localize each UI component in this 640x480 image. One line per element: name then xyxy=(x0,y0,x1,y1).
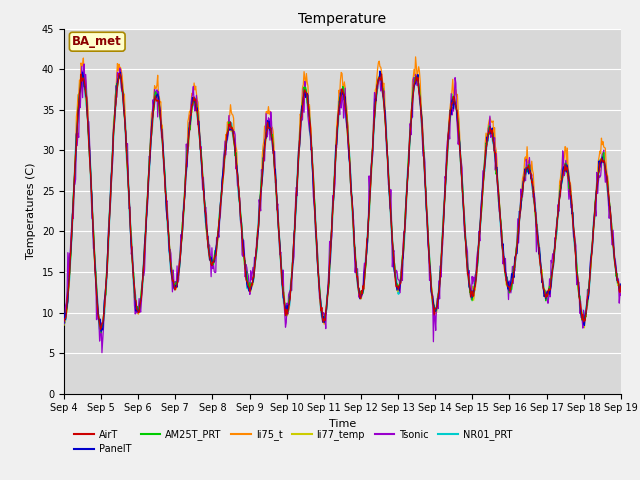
PanelT xyxy=(60,320,68,326)
Text: BA_met: BA_met xyxy=(72,35,122,48)
li77_temp xyxy=(116,72,124,77)
AM25T_PRT xyxy=(376,72,384,77)
Tsonic xyxy=(215,234,223,240)
NR01_PRT xyxy=(617,286,625,291)
li77_temp xyxy=(214,230,222,236)
li77_temp xyxy=(411,80,419,85)
PanelT xyxy=(617,281,625,287)
PanelT xyxy=(185,134,193,140)
NR01_PRT xyxy=(186,122,193,128)
Tsonic xyxy=(60,321,68,326)
AirT xyxy=(186,129,193,135)
li77_temp xyxy=(580,325,588,331)
li75_t xyxy=(60,316,68,322)
li77_temp xyxy=(428,282,435,288)
Line: PanelT: PanelT xyxy=(64,71,621,331)
AirT xyxy=(97,326,104,332)
li77_temp xyxy=(70,186,78,192)
AirT xyxy=(70,182,78,188)
PanelT xyxy=(97,328,105,334)
NR01_PRT xyxy=(70,182,78,188)
Tsonic xyxy=(98,350,106,356)
li75_t xyxy=(185,115,193,120)
li77_temp xyxy=(617,286,625,292)
Tsonic xyxy=(428,291,436,297)
Y-axis label: Temperatures (C): Temperatures (C) xyxy=(26,163,36,260)
li75_t xyxy=(617,285,625,290)
PanelT xyxy=(214,232,222,238)
Line: li77_temp: li77_temp xyxy=(64,74,621,328)
li77_temp xyxy=(60,323,68,328)
li75_t xyxy=(214,235,222,241)
NR01_PRT xyxy=(412,74,419,80)
li75_t xyxy=(411,73,419,79)
AirT xyxy=(215,219,223,225)
NR01_PRT xyxy=(60,318,68,324)
Line: li75_t: li75_t xyxy=(64,57,621,327)
li75_t xyxy=(97,324,105,330)
li75_t xyxy=(128,256,136,262)
Tsonic xyxy=(129,266,137,272)
PanelT xyxy=(128,253,136,259)
li75_t xyxy=(428,295,436,301)
AM25T_PRT xyxy=(60,317,68,323)
Tsonic xyxy=(186,128,193,134)
NR01_PRT xyxy=(116,72,124,78)
PanelT xyxy=(412,81,419,86)
NR01_PRT xyxy=(129,269,137,275)
NR01_PRT xyxy=(97,329,104,335)
AM25T_PRT xyxy=(617,286,625,292)
PanelT xyxy=(376,68,384,74)
AM25T_PRT xyxy=(70,181,78,187)
AirT xyxy=(428,289,436,295)
Tsonic xyxy=(70,181,78,187)
Tsonic xyxy=(80,61,88,67)
AirT xyxy=(617,283,625,289)
AM25T_PRT xyxy=(128,253,136,259)
Title: Temperature: Temperature xyxy=(298,12,387,26)
AirT xyxy=(60,318,68,324)
Line: AirT: AirT xyxy=(64,73,621,329)
Line: NR01_PRT: NR01_PRT xyxy=(64,75,621,332)
AirT xyxy=(115,71,123,76)
Line: Tsonic: Tsonic xyxy=(64,64,621,353)
AirT xyxy=(412,76,419,82)
li75_t xyxy=(412,54,419,60)
Tsonic xyxy=(617,292,625,298)
Legend: AirT, PanelT, AM25T_PRT, li75_t, li77_temp, Tsonic, NR01_PRT: AirT, PanelT, AM25T_PRT, li75_t, li77_te… xyxy=(74,430,512,455)
li77_temp xyxy=(128,248,136,254)
AM25T_PRT xyxy=(428,291,436,297)
PanelT xyxy=(428,292,436,298)
li77_temp xyxy=(185,144,193,149)
AM25T_PRT xyxy=(412,74,419,80)
AM25T_PRT xyxy=(97,330,105,336)
AM25T_PRT xyxy=(214,230,222,236)
AM25T_PRT xyxy=(185,131,193,137)
Line: AM25T_PRT: AM25T_PRT xyxy=(64,74,621,333)
AirT xyxy=(129,265,137,271)
NR01_PRT xyxy=(428,291,436,297)
Tsonic xyxy=(412,72,419,77)
PanelT xyxy=(70,184,78,190)
li75_t xyxy=(70,184,78,190)
X-axis label: Time: Time xyxy=(329,419,356,429)
NR01_PRT xyxy=(215,223,223,229)
